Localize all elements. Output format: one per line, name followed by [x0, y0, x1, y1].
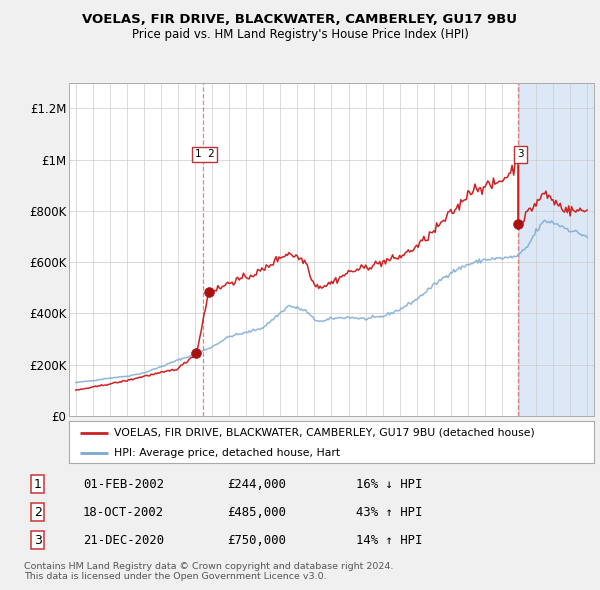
Text: 21-DEC-2020: 21-DEC-2020 — [83, 533, 164, 546]
Text: 1  2: 1 2 — [194, 149, 214, 159]
Text: £244,000: £244,000 — [227, 478, 286, 491]
Text: 14% ↑ HPI: 14% ↑ HPI — [356, 533, 423, 546]
Text: £750,000: £750,000 — [227, 533, 286, 546]
Text: 2: 2 — [34, 506, 41, 519]
Text: 1: 1 — [34, 478, 41, 491]
Text: VOELAS, FIR DRIVE, BLACKWATER, CAMBERLEY, GU17 9BU: VOELAS, FIR DRIVE, BLACKWATER, CAMBERLEY… — [83, 13, 517, 26]
Text: 01-FEB-2002: 01-FEB-2002 — [83, 478, 164, 491]
Text: 3: 3 — [517, 149, 524, 159]
Text: 3: 3 — [34, 533, 41, 546]
Text: Price paid vs. HM Land Registry's House Price Index (HPI): Price paid vs. HM Land Registry's House … — [131, 28, 469, 41]
Bar — [518, 83, 594, 416]
Text: 43% ↑ HPI: 43% ↑ HPI — [356, 506, 423, 519]
Text: £485,000: £485,000 — [227, 506, 286, 519]
Text: 16% ↓ HPI: 16% ↓ HPI — [356, 478, 423, 491]
Text: 18-OCT-2002: 18-OCT-2002 — [83, 506, 164, 519]
Text: Contains HM Land Registry data © Crown copyright and database right 2024.: Contains HM Land Registry data © Crown c… — [24, 562, 394, 571]
Text: HPI: Average price, detached house, Hart: HPI: Average price, detached house, Hart — [113, 448, 340, 457]
Text: This data is licensed under the Open Government Licence v3.0.: This data is licensed under the Open Gov… — [24, 572, 326, 581]
Text: VOELAS, FIR DRIVE, BLACKWATER, CAMBERLEY, GU17 9BU (detached house): VOELAS, FIR DRIVE, BLACKWATER, CAMBERLEY… — [113, 428, 535, 438]
